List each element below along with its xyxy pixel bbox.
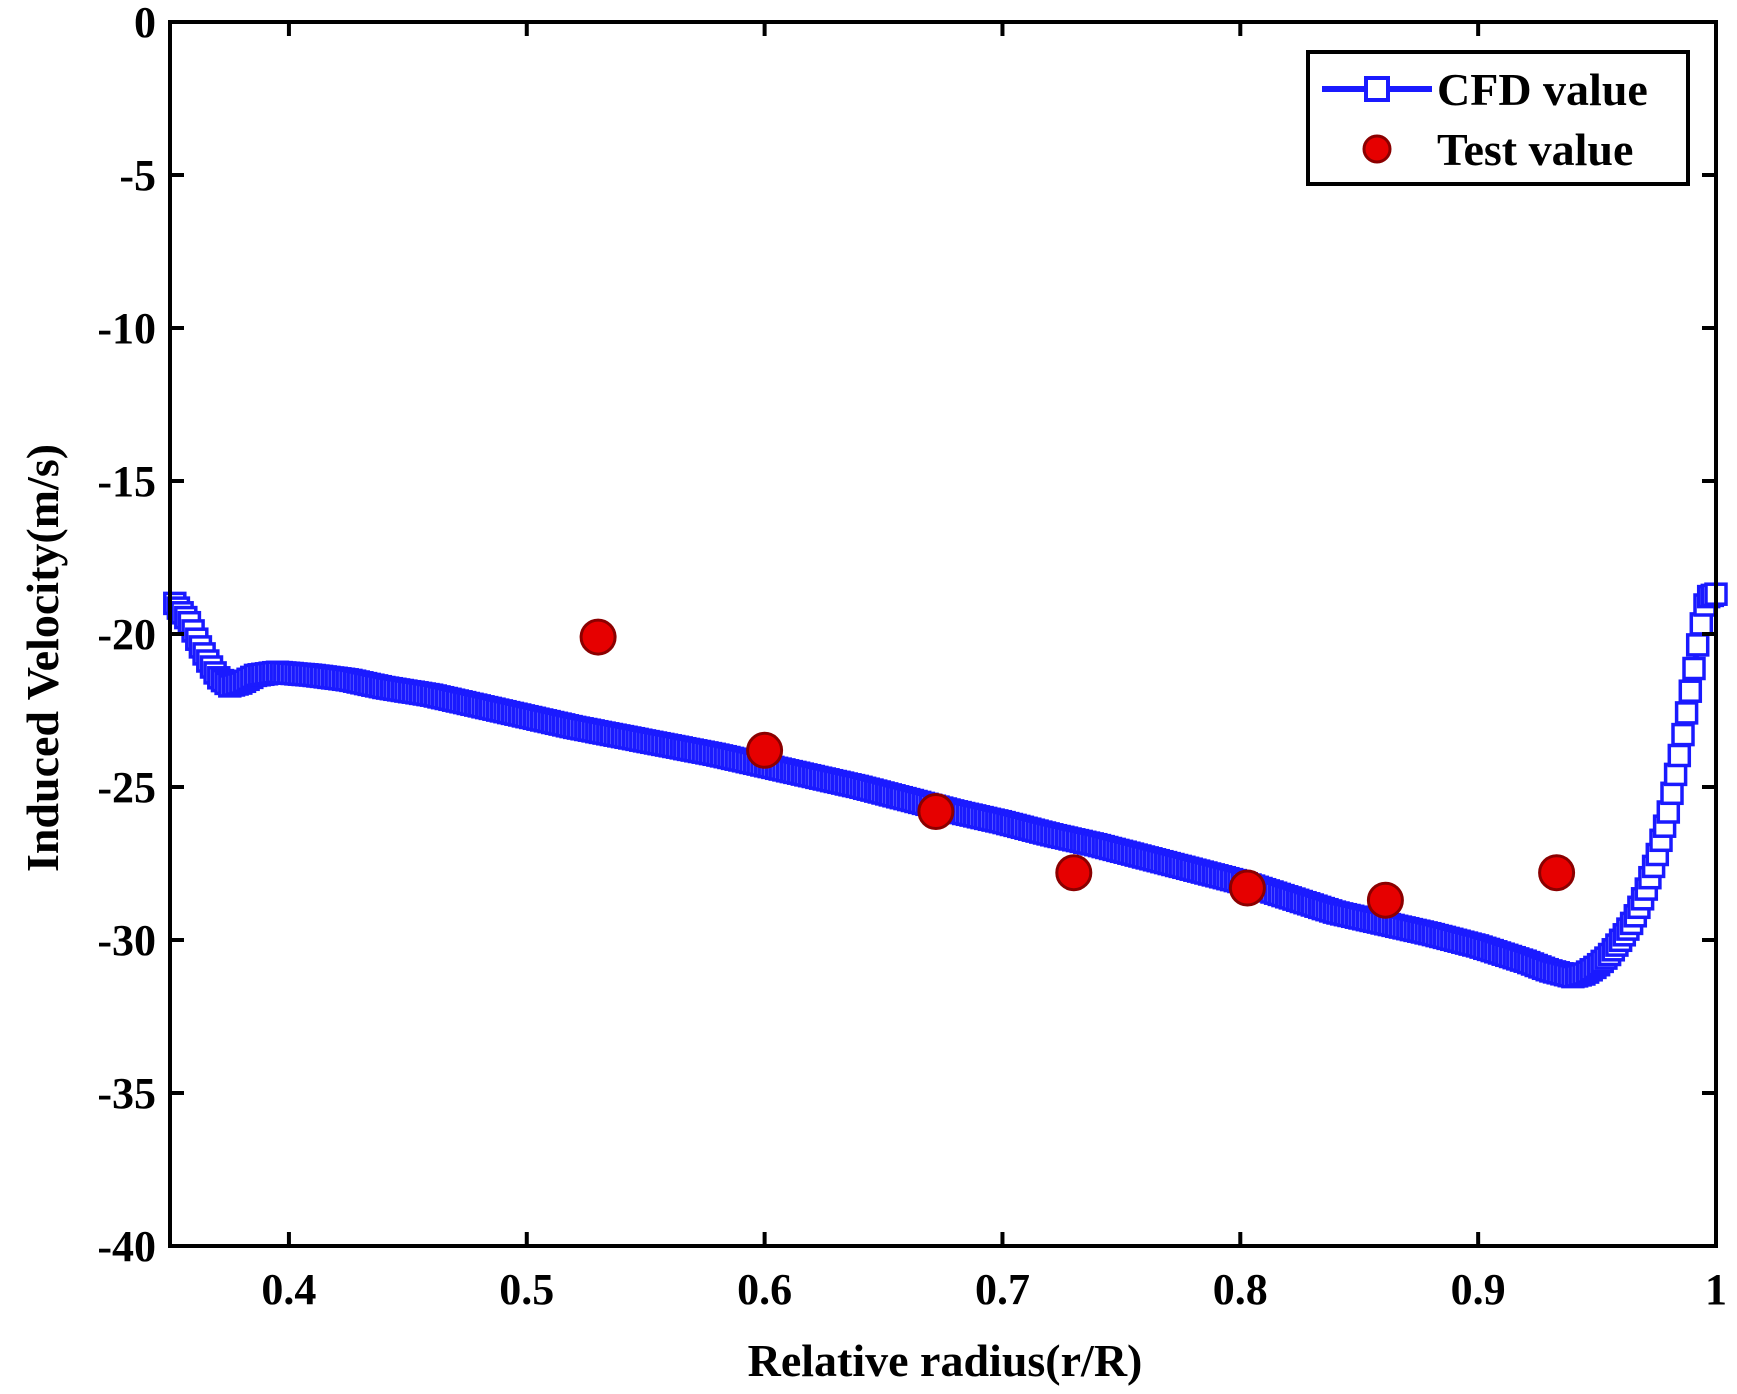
y-tick-label: -20 <box>97 610 156 659</box>
cfd-marker <box>1674 701 1699 725</box>
plot-area <box>163 582 1728 989</box>
y-tick-label: -10 <box>97 304 156 353</box>
x-tick-label: 0.6 <box>737 1265 792 1314</box>
test-point <box>917 793 955 830</box>
plot-frame <box>168 20 1718 1248</box>
cfd-marker <box>1667 743 1692 768</box>
cfd-marker <box>1682 656 1706 681</box>
legend-test-label: Test value <box>1437 124 1633 175</box>
test-point <box>746 731 784 769</box>
y-tick-label: -30 <box>97 916 156 965</box>
y-axis-label: Induced Velocity(m/s) <box>17 444 68 872</box>
legend-test-marker <box>1362 134 1392 164</box>
cfd-marker <box>1689 612 1714 636</box>
y-tick-label: -15 <box>97 457 156 506</box>
cfd-line <box>172 591 1717 980</box>
cfd-marker <box>1685 633 1710 657</box>
test-point <box>1228 869 1266 907</box>
legend-cfd-marker <box>1364 76 1390 102</box>
legend: CFD value Test value <box>1306 50 1690 186</box>
x-tick-label: 0.7 <box>975 1265 1030 1314</box>
cfd-marker <box>1671 722 1695 747</box>
axes: 0.4 0.5 0.6 0.7 0.8 0.9 1 0 -5 -10 -15 -20 -25 -30 -35… <box>97 0 1727 1314</box>
test-points <box>579 618 1576 919</box>
y-tick-label: 0 <box>134 0 156 47</box>
cfd-marker <box>1678 679 1703 703</box>
y-tick-label: -25 <box>97 763 156 812</box>
y-tick-label: -5 <box>119 151 156 200</box>
test-point <box>1055 854 1093 892</box>
x-tick-label: 0.8 <box>1213 1265 1268 1314</box>
cfd-marker <box>1660 781 1684 806</box>
x-tick-label: 0.5 <box>499 1265 554 1314</box>
test-point <box>579 618 617 656</box>
test-point <box>1538 854 1576 892</box>
cfd-marker <box>1663 762 1688 787</box>
x-tick-label: 0.4 <box>261 1265 316 1314</box>
test-point <box>1366 881 1404 919</box>
y-tick-label: -35 <box>97 1069 156 1118</box>
x-axis-label: Relative radius(r/R) <box>748 1335 1143 1386</box>
y-tick-label: -40 <box>97 1222 156 1271</box>
legend-cfd-label: CFD value <box>1437 64 1648 115</box>
cfd-markers <box>163 582 1728 989</box>
x-tick-label: 1 <box>1705 1265 1727 1314</box>
x-tick-label: 0.9 <box>1451 1265 1506 1314</box>
